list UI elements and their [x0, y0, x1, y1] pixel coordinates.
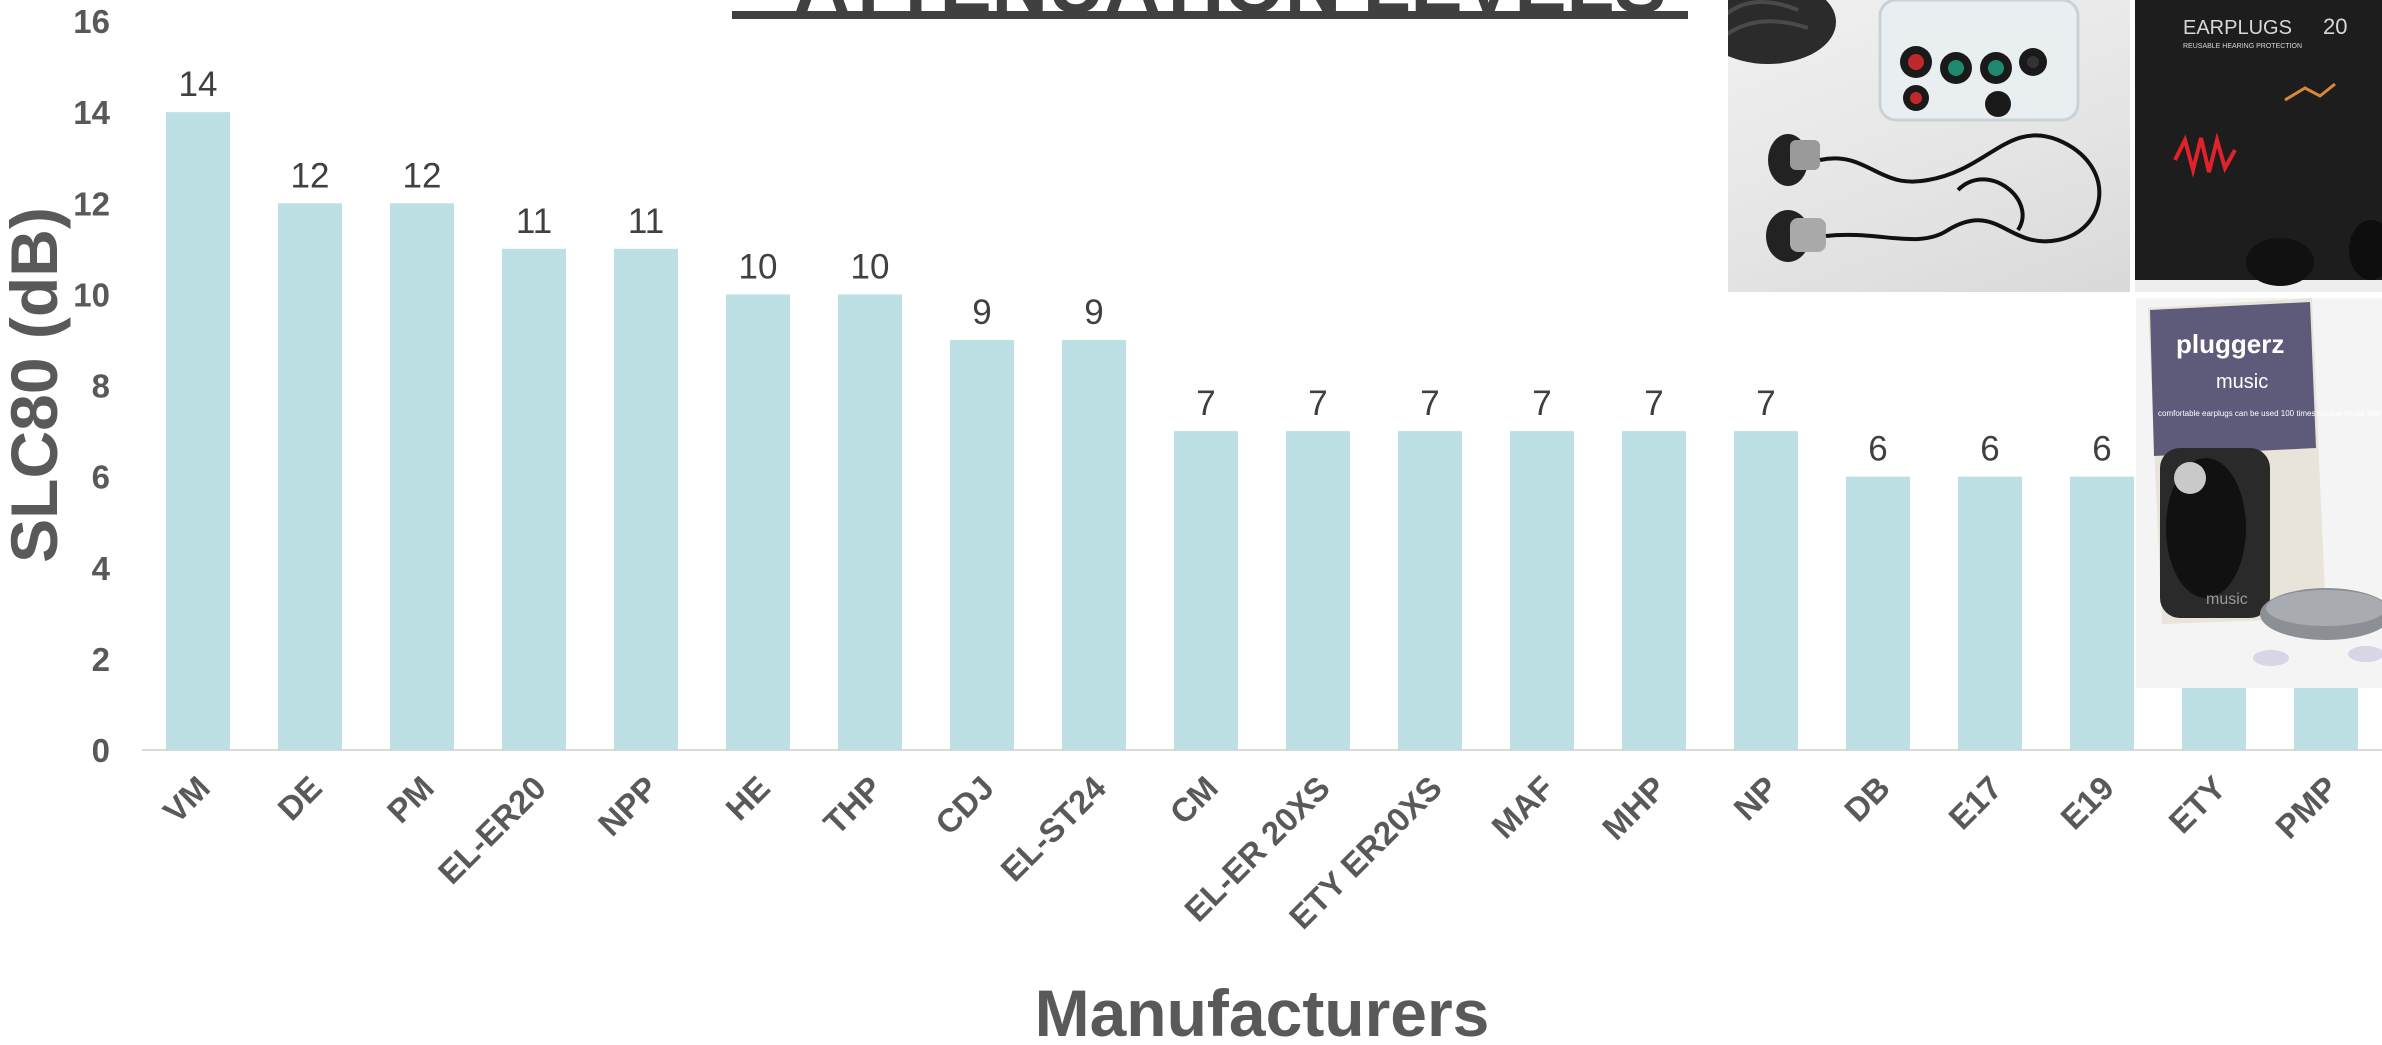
- bag-number-text: 20: [2323, 14, 2347, 39]
- value-label: 10: [851, 247, 890, 286]
- bar: [1062, 339, 1126, 750]
- y-tick-label: 6: [92, 459, 110, 496]
- x-tick-label: THP: [816, 769, 889, 842]
- x-tick-label: HE: [718, 769, 777, 828]
- bag-subtext: REUSABLE HEARING PROTECTION: [2183, 43, 2302, 50]
- y-axis-label: SLC80 (dB): [0, 207, 71, 563]
- x-tick-label: CM: [1162, 769, 1224, 831]
- pluggerz-package-illustration: pluggerz music comfortable earplugs can …: [2136, 298, 2382, 688]
- bar: [1286, 431, 1350, 750]
- value-label: 7: [1756, 384, 1775, 423]
- y-tick-label: 10: [73, 276, 110, 313]
- value-label: 6: [1868, 430, 1887, 469]
- x-axis-label: Manufacturers: [1035, 976, 1490, 1045]
- bar: [278, 203, 342, 750]
- y-tick-label: 14: [73, 94, 110, 131]
- bag-brand-text: EARPLUGS: [2183, 17, 2292, 39]
- bar: [1174, 431, 1238, 750]
- package-product2-text: music: [2206, 591, 2248, 608]
- y-tick-label: 12: [73, 185, 110, 222]
- y-axis-ticks: 0 2 4 6 8 10 12 14 16: [73, 3, 110, 769]
- value-label: 7: [1196, 384, 1215, 423]
- value-label: 10: [739, 247, 778, 286]
- x-tick-label: DB: [1837, 769, 1897, 829]
- package-brand-text: pluggerz: [2176, 329, 2284, 359]
- bar: [390, 203, 454, 750]
- y-tick-label: 0: [92, 732, 110, 769]
- value-label: 6: [1980, 430, 1999, 469]
- x-tick-label: ETY: [2161, 769, 2233, 841]
- earphones-illustration: [1728, 0, 2102, 262]
- bar: [1846, 476, 1910, 750]
- x-tick-label: EL-ST24: [993, 768, 1113, 888]
- earplugs-bag-photo: EARPLUGS 20 REUSABLE HEARING PROTECTION: [2135, 0, 2382, 292]
- value-label: 6: [2092, 430, 2111, 469]
- x-tick-label: MHP: [1595, 769, 1673, 847]
- value-label: 9: [1084, 293, 1103, 332]
- bars-group: [166, 112, 2358, 750]
- x-tick-label: PMP: [2268, 769, 2345, 846]
- earplugs-bag-illustration: EARPLUGS 20 REUSABLE HEARING PROTECTION: [2135, 0, 2382, 286]
- value-label: 14: [179, 65, 218, 104]
- x-tick-label: E17: [1941, 769, 2009, 837]
- bar: [1622, 431, 1686, 750]
- bar: [1398, 431, 1462, 750]
- x-tick-label: NPP: [591, 769, 665, 843]
- y-tick-label: 4: [92, 550, 111, 587]
- y-tick-label: 8: [92, 368, 110, 405]
- bar: [838, 294, 902, 750]
- bar: [2070, 476, 2134, 750]
- bar: [614, 248, 678, 750]
- y-tick-label: 16: [73, 3, 110, 40]
- bar: [1958, 476, 2022, 750]
- x-tick-label: DE: [270, 769, 329, 828]
- value-label: 7: [1644, 384, 1663, 423]
- value-label: 12: [291, 156, 330, 195]
- bar: [1510, 431, 1574, 750]
- value-label: 7: [1420, 384, 1439, 423]
- value-label: 11: [516, 202, 552, 241]
- x-tick-label: EL-ER20: [431, 769, 553, 891]
- package-product-text: music: [2216, 371, 2268, 393]
- x-tick-label: NP: [1726, 769, 1785, 828]
- bar: [950, 339, 1014, 750]
- pluggerz-package-photo: pluggerz music comfortable earplugs can …: [2136, 298, 2382, 688]
- x-tick-label: CDJ: [928, 769, 1001, 842]
- x-tick-label: PM: [380, 769, 441, 830]
- earphones-case-photo: [1728, 0, 2130, 292]
- bar: [1734, 431, 1798, 750]
- title-underline: [732, 11, 1688, 19]
- x-tick-label: E19: [2053, 769, 2121, 837]
- value-label: 11: [628, 202, 664, 241]
- package-tagline-text: comfortable earplugs can be used 100 tim…: [2158, 409, 2382, 418]
- value-label: 7: [1308, 384, 1327, 423]
- bar: [166, 112, 230, 750]
- x-tick-label: MAF: [1484, 769, 1561, 846]
- bar: [502, 248, 566, 750]
- value-labels-group: 14 12 12 11 11 10 10 9 9 7 7 7 7 7 7 6 6 6: [179, 65, 2112, 469]
- bar: [726, 294, 790, 750]
- value-label: 9: [972, 293, 991, 332]
- y-tick-label: 2: [92, 641, 110, 678]
- x-tick-label: VM: [156, 769, 217, 830]
- value-label: 12: [403, 156, 442, 195]
- value-label: 7: [1532, 384, 1551, 423]
